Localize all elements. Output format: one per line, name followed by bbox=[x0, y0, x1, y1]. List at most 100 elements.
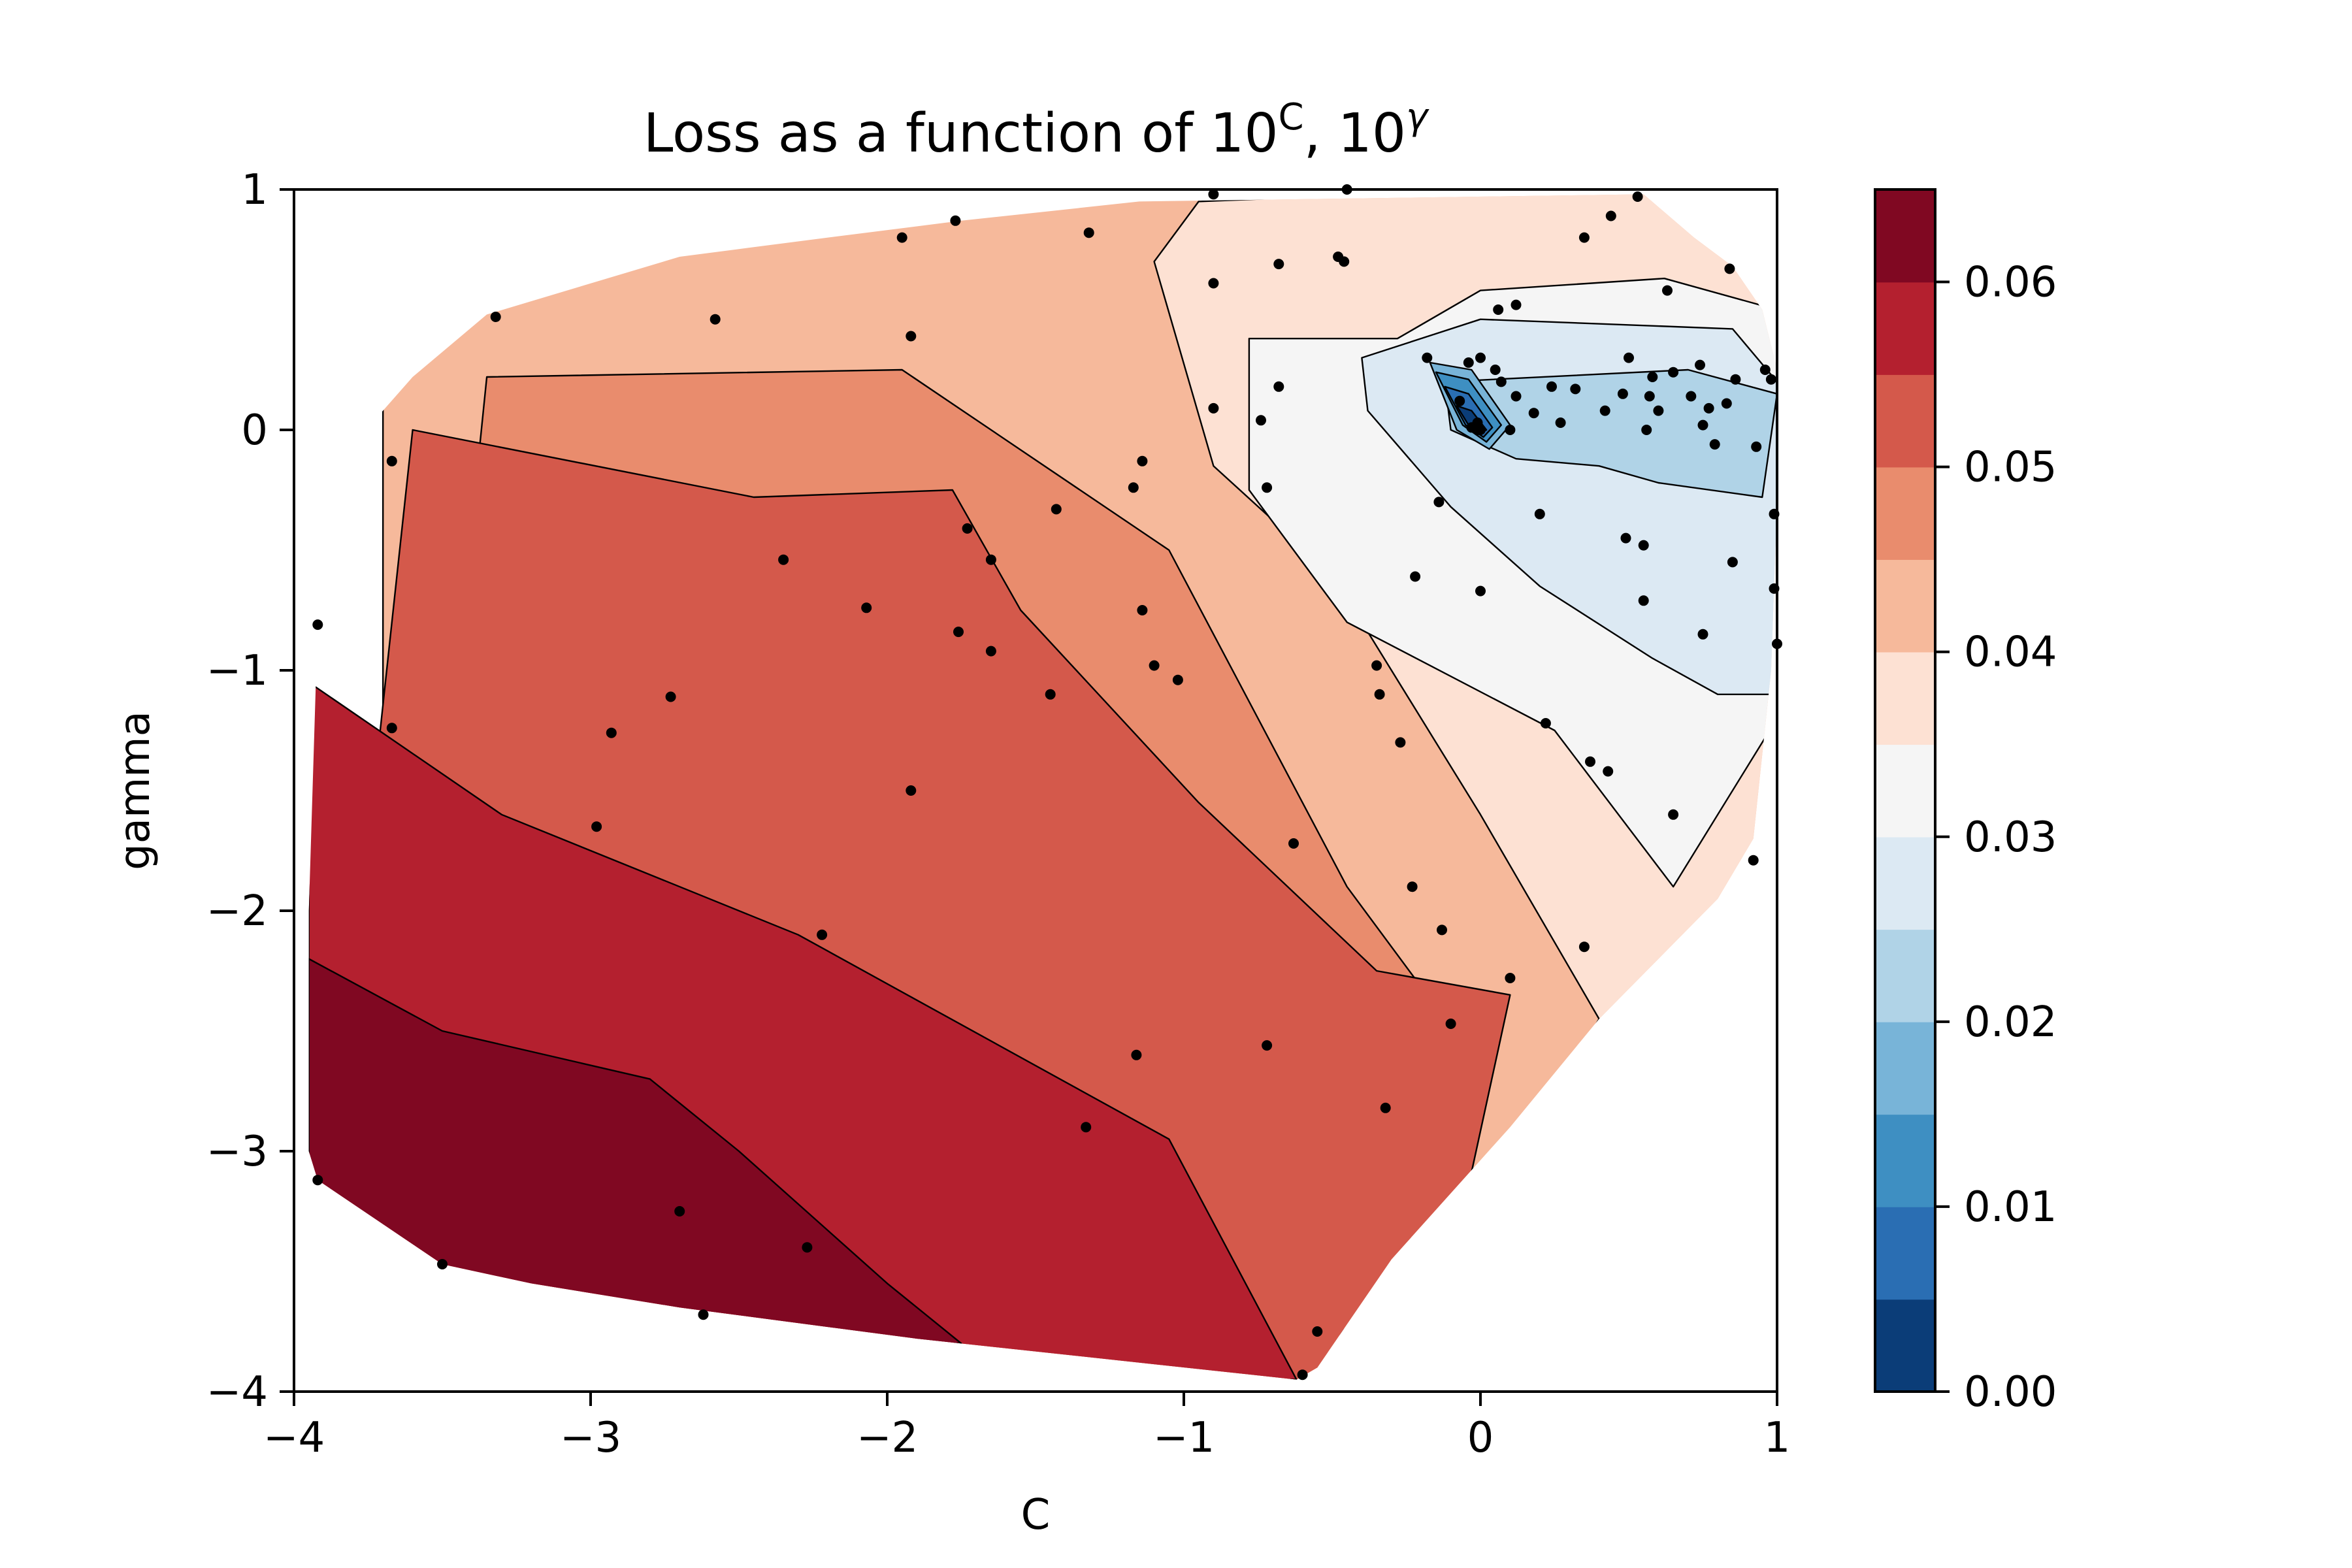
x-tick-label: −3 bbox=[560, 1414, 621, 1462]
colorbar: 0.00 0.01 0.02 0.03 0.04 0.05 0.06 bbox=[1874, 188, 2057, 1416]
sample-point bbox=[1603, 766, 1614, 777]
contour-regions bbox=[308, 194, 1777, 1380]
sample-point bbox=[1137, 605, 1148, 615]
sample-point bbox=[1511, 391, 1522, 402]
plot-area bbox=[308, 194, 1777, 1380]
sample-point bbox=[1638, 540, 1649, 551]
sample-point bbox=[1647, 372, 1658, 382]
sample-point bbox=[1632, 191, 1643, 202]
sample-point bbox=[1620, 532, 1631, 544]
colorbar-tick-label: 0.05 bbox=[1964, 444, 2057, 492]
sample-point bbox=[1495, 376, 1507, 387]
sample-point bbox=[1599, 405, 1610, 416]
sample-point bbox=[1380, 1102, 1391, 1113]
sample-point bbox=[1638, 595, 1649, 606]
sample-point bbox=[1730, 374, 1741, 385]
sample-point bbox=[906, 331, 917, 342]
sample-point bbox=[1297, 1369, 1308, 1380]
colorbar-band bbox=[1875, 466, 1935, 560]
sample-point bbox=[1555, 417, 1566, 428]
colorbar-band bbox=[1875, 651, 1935, 745]
sample-point bbox=[1570, 384, 1581, 395]
colorbar-band bbox=[1875, 282, 1935, 375]
sample-point bbox=[1149, 660, 1160, 671]
sample-point bbox=[1475, 425, 1486, 435]
colorbar-tick-label: 0.02 bbox=[1964, 998, 2057, 1047]
sample-point bbox=[1505, 425, 1516, 435]
sample-point bbox=[312, 1175, 323, 1186]
colorbar-band bbox=[1875, 189, 1935, 283]
sample-point bbox=[1585, 756, 1595, 767]
sample-point bbox=[1624, 352, 1634, 363]
sample-point bbox=[1578, 941, 1590, 953]
sample-point bbox=[698, 1309, 709, 1320]
sample-point bbox=[1475, 585, 1486, 596]
sample-point bbox=[674, 1206, 685, 1217]
sample-point bbox=[386, 723, 397, 734]
sample-point bbox=[1083, 227, 1094, 238]
colorbar-tick-label: 0.04 bbox=[1964, 629, 2057, 677]
sample-point bbox=[606, 727, 617, 738]
sample-point bbox=[1208, 278, 1219, 289]
colorbar-band bbox=[1875, 1299, 1935, 1392]
sample-point bbox=[1172, 674, 1183, 685]
sample-point bbox=[386, 455, 397, 466]
svg-text:Loss as a function of 10C, 10γ: Loss as a function of 10C, 10γ bbox=[644, 96, 1429, 165]
colorbar-band bbox=[1875, 1114, 1935, 1207]
y-tick-label: −3 bbox=[206, 1128, 268, 1176]
colorbar-tick-label: 0.03 bbox=[1964, 813, 2057, 862]
colorbar-band bbox=[1875, 1021, 1935, 1115]
colorbar-tick-label: 0.01 bbox=[1964, 1183, 2057, 1232]
sample-point bbox=[1128, 482, 1139, 493]
sample-point bbox=[1312, 1326, 1323, 1337]
sample-point bbox=[312, 619, 323, 630]
sample-point bbox=[1617, 388, 1628, 399]
chart-title-sup-gamma: γ bbox=[1406, 96, 1429, 139]
sample-point bbox=[1045, 689, 1056, 700]
sample-point bbox=[1256, 415, 1266, 426]
sample-point bbox=[490, 312, 501, 322]
colorbar-band bbox=[1875, 559, 1935, 653]
sample-point bbox=[710, 314, 721, 325]
sample-point bbox=[1081, 1122, 1092, 1133]
colorbar-band bbox=[1875, 374, 1935, 468]
colorbar-tick-label: 0.06 bbox=[1964, 259, 2057, 307]
chart-title-text: Loss as a function of 10 bbox=[644, 103, 1279, 165]
y-axis: −4 −3 −2 −1 0 1 bbox=[206, 166, 294, 1416]
chart-title: Loss as a function of 10C, 10γ bbox=[644, 96, 1429, 165]
x-tick-label: −1 bbox=[1153, 1414, 1215, 1462]
sample-point bbox=[1697, 629, 1708, 640]
sample-point bbox=[665, 691, 676, 702]
x-tick-label: 1 bbox=[1764, 1414, 1791, 1462]
sample-point bbox=[962, 523, 973, 534]
sample-point bbox=[985, 554, 996, 565]
y-tick-label: 0 bbox=[241, 406, 268, 455]
colorbar-frame bbox=[1874, 188, 1936, 1393]
y-tick-label: −2 bbox=[206, 887, 268, 936]
x-tick-label: −2 bbox=[857, 1414, 918, 1462]
sample-point bbox=[591, 821, 602, 832]
sample-point bbox=[1422, 352, 1433, 363]
axes-frame bbox=[293, 188, 1778, 1393]
sample-point bbox=[1208, 402, 1219, 414]
colorbar-band bbox=[1875, 744, 1935, 838]
sample-point bbox=[1644, 391, 1655, 402]
sample-point bbox=[1273, 259, 1284, 270]
sample-point bbox=[1475, 352, 1486, 363]
sample-point bbox=[1410, 571, 1421, 582]
sample-point bbox=[1605, 210, 1616, 221]
sample-point bbox=[1339, 256, 1350, 267]
x-tick-label: −4 bbox=[263, 1414, 325, 1462]
sample-point bbox=[1703, 402, 1714, 414]
sample-point bbox=[1653, 405, 1664, 416]
sample-point bbox=[1208, 189, 1219, 200]
sample-point bbox=[861, 602, 872, 613]
sample-point bbox=[1686, 391, 1697, 402]
sample-point bbox=[1727, 557, 1738, 568]
sample-point bbox=[1137, 455, 1148, 466]
sample-point bbox=[1759, 365, 1771, 375]
sample-point bbox=[1534, 508, 1545, 519]
sample-point bbox=[953, 627, 964, 638]
x-tick-label: 0 bbox=[1467, 1414, 1494, 1462]
